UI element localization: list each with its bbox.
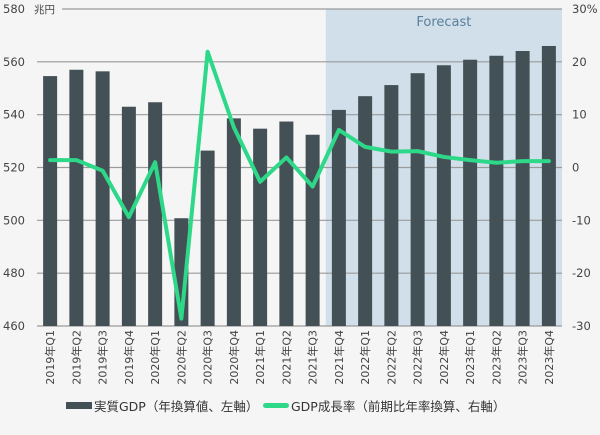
bar-2019年Q3 — [95, 71, 110, 327]
bar-2023年Q4 — [541, 45, 556, 326]
x-tick-label: 2019年Q3 — [96, 330, 110, 385]
bar-2019年Q1 — [43, 76, 58, 327]
x-tick-label: 2019年Q2 — [69, 330, 83, 385]
right-tick-label: 30% — [572, 2, 598, 16]
left-tick-label: 480 — [3, 266, 25, 280]
bar-2022年Q4 — [436, 65, 451, 326]
growth-line — [48, 49, 551, 321]
legend-swatch-line — [263, 403, 289, 408]
x-tick-label: 2022年Q1 — [358, 330, 372, 385]
x-tick-label: 2020年Q2 — [174, 330, 188, 385]
bar-2022年Q2 — [384, 85, 399, 326]
x-tick-label: 2021年Q1 — [253, 330, 267, 385]
legend-label-growth: GDP成長率（前期比年率換算、右軸） — [291, 399, 506, 414]
bar-2021年Q3 — [305, 134, 320, 326]
x-tick-label: 2022年Q4 — [437, 330, 451, 385]
x-tick-label: 2023年Q3 — [516, 330, 530, 385]
right-tick-label: -20 — [572, 266, 591, 280]
bar-2019年Q2 — [69, 69, 84, 326]
bar-2021年Q1 — [253, 128, 268, 326]
right-tick-label: 10 — [572, 108, 587, 122]
bar-2021年Q4 — [331, 109, 346, 326]
x-tick-label: 2021年Q4 — [332, 330, 346, 385]
x-tick-label: 2019年Q4 — [122, 330, 136, 385]
x-tick-label: 2023年Q1 — [463, 330, 477, 385]
right-tick-label: -10 — [572, 213, 591, 227]
bar-2021年Q2 — [279, 121, 294, 326]
left-tick-label: 460 — [3, 319, 25, 333]
x-tick-label: 2019年Q1 — [43, 330, 57, 385]
right-tick-label: 0 — [572, 161, 579, 175]
legend-label-gdp: 実質GDP（年換算値、左軸） — [94, 399, 259, 414]
legend-swatch-bar — [66, 402, 92, 409]
x-tick-label: 2020年Q4 — [227, 330, 241, 385]
left-tick-label: 580 — [3, 2, 25, 16]
legend-item-gdp: 実質GDP（年換算値、左軸） — [66, 396, 258, 415]
left-tick-label: 520 — [3, 161, 25, 175]
forecast-label: Forecast — [416, 15, 471, 30]
left-axis-unit: 兆円 — [34, 4, 55, 16]
x-tick-label: 2022年Q3 — [411, 330, 425, 385]
left-tick-label: 540 — [3, 108, 25, 122]
legend-item-growth: GDP成長率（前期比年率換算、右軸） — [263, 396, 505, 415]
bar-2022年Q3 — [410, 73, 425, 326]
bar-2023年Q3 — [515, 51, 530, 326]
x-tick-label: 2022年Q2 — [384, 330, 398, 385]
x-tick-label: 2020年Q3 — [201, 330, 215, 385]
left-tick-label: 560 — [3, 55, 25, 69]
x-tick-label: 2020年Q1 — [148, 330, 162, 385]
bar-2020年Q3 — [200, 150, 215, 326]
x-tick-label: 2021年Q3 — [306, 330, 320, 385]
bar-2020年Q4 — [226, 118, 241, 327]
x-tick-label: 2021年Q2 — [279, 330, 293, 385]
left-tick-label: 500 — [3, 213, 25, 227]
bar-2020年Q1 — [148, 102, 163, 327]
right-tick-label: 20 — [572, 55, 587, 69]
right-tick-label: -30 — [572, 319, 591, 333]
x-tick-label: 2023年Q2 — [489, 330, 503, 385]
bar-2022年Q1 — [358, 96, 373, 326]
bar-2023年Q2 — [489, 55, 504, 326]
x-tick-label: 2023年Q4 — [542, 330, 556, 385]
bar-2023年Q1 — [463, 59, 478, 326]
